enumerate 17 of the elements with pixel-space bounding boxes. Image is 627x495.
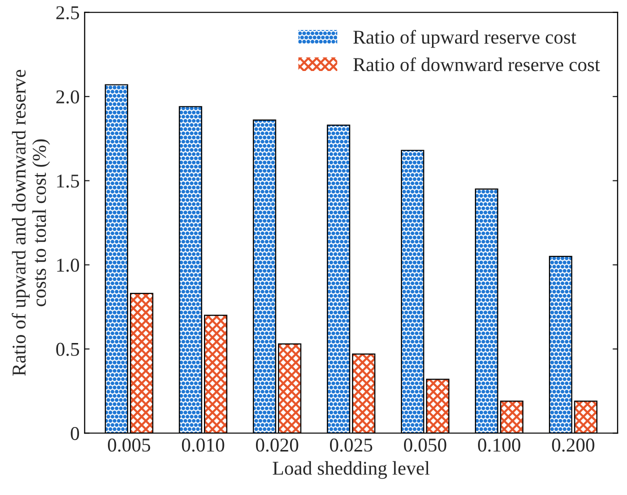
y-tick-label: 1.0 [57,258,80,272]
x-tick-label: 0.010 [182,438,224,452]
legend-label: Ratio of upward reserve cost [353,30,576,48]
x-tick-label: 0.100 [478,438,520,452]
y-tick-label: 0.5 [56,342,80,356]
legend-label: Ratio of downward reserve cost [353,57,600,72]
y-tick-label: 2.5 [56,6,80,20]
y-tick-label: 2.0 [56,90,80,104]
y-tick-label: 1.5 [57,174,80,188]
x-axis-title: Load shedding level [272,461,430,479]
x-tick-label: 0.200 [552,438,594,452]
x-tick-label: 0.005 [108,438,150,452]
x-tick-label: 0.050 [404,438,446,452]
y-axis-title: Ratio of upward and downward reserve costs to total cost (%) [12,70,50,376]
x-tick-label: 0.025 [330,438,372,452]
x-tick-label: 0.020 [256,438,298,452]
y-tick-label: 0 [70,426,80,440]
